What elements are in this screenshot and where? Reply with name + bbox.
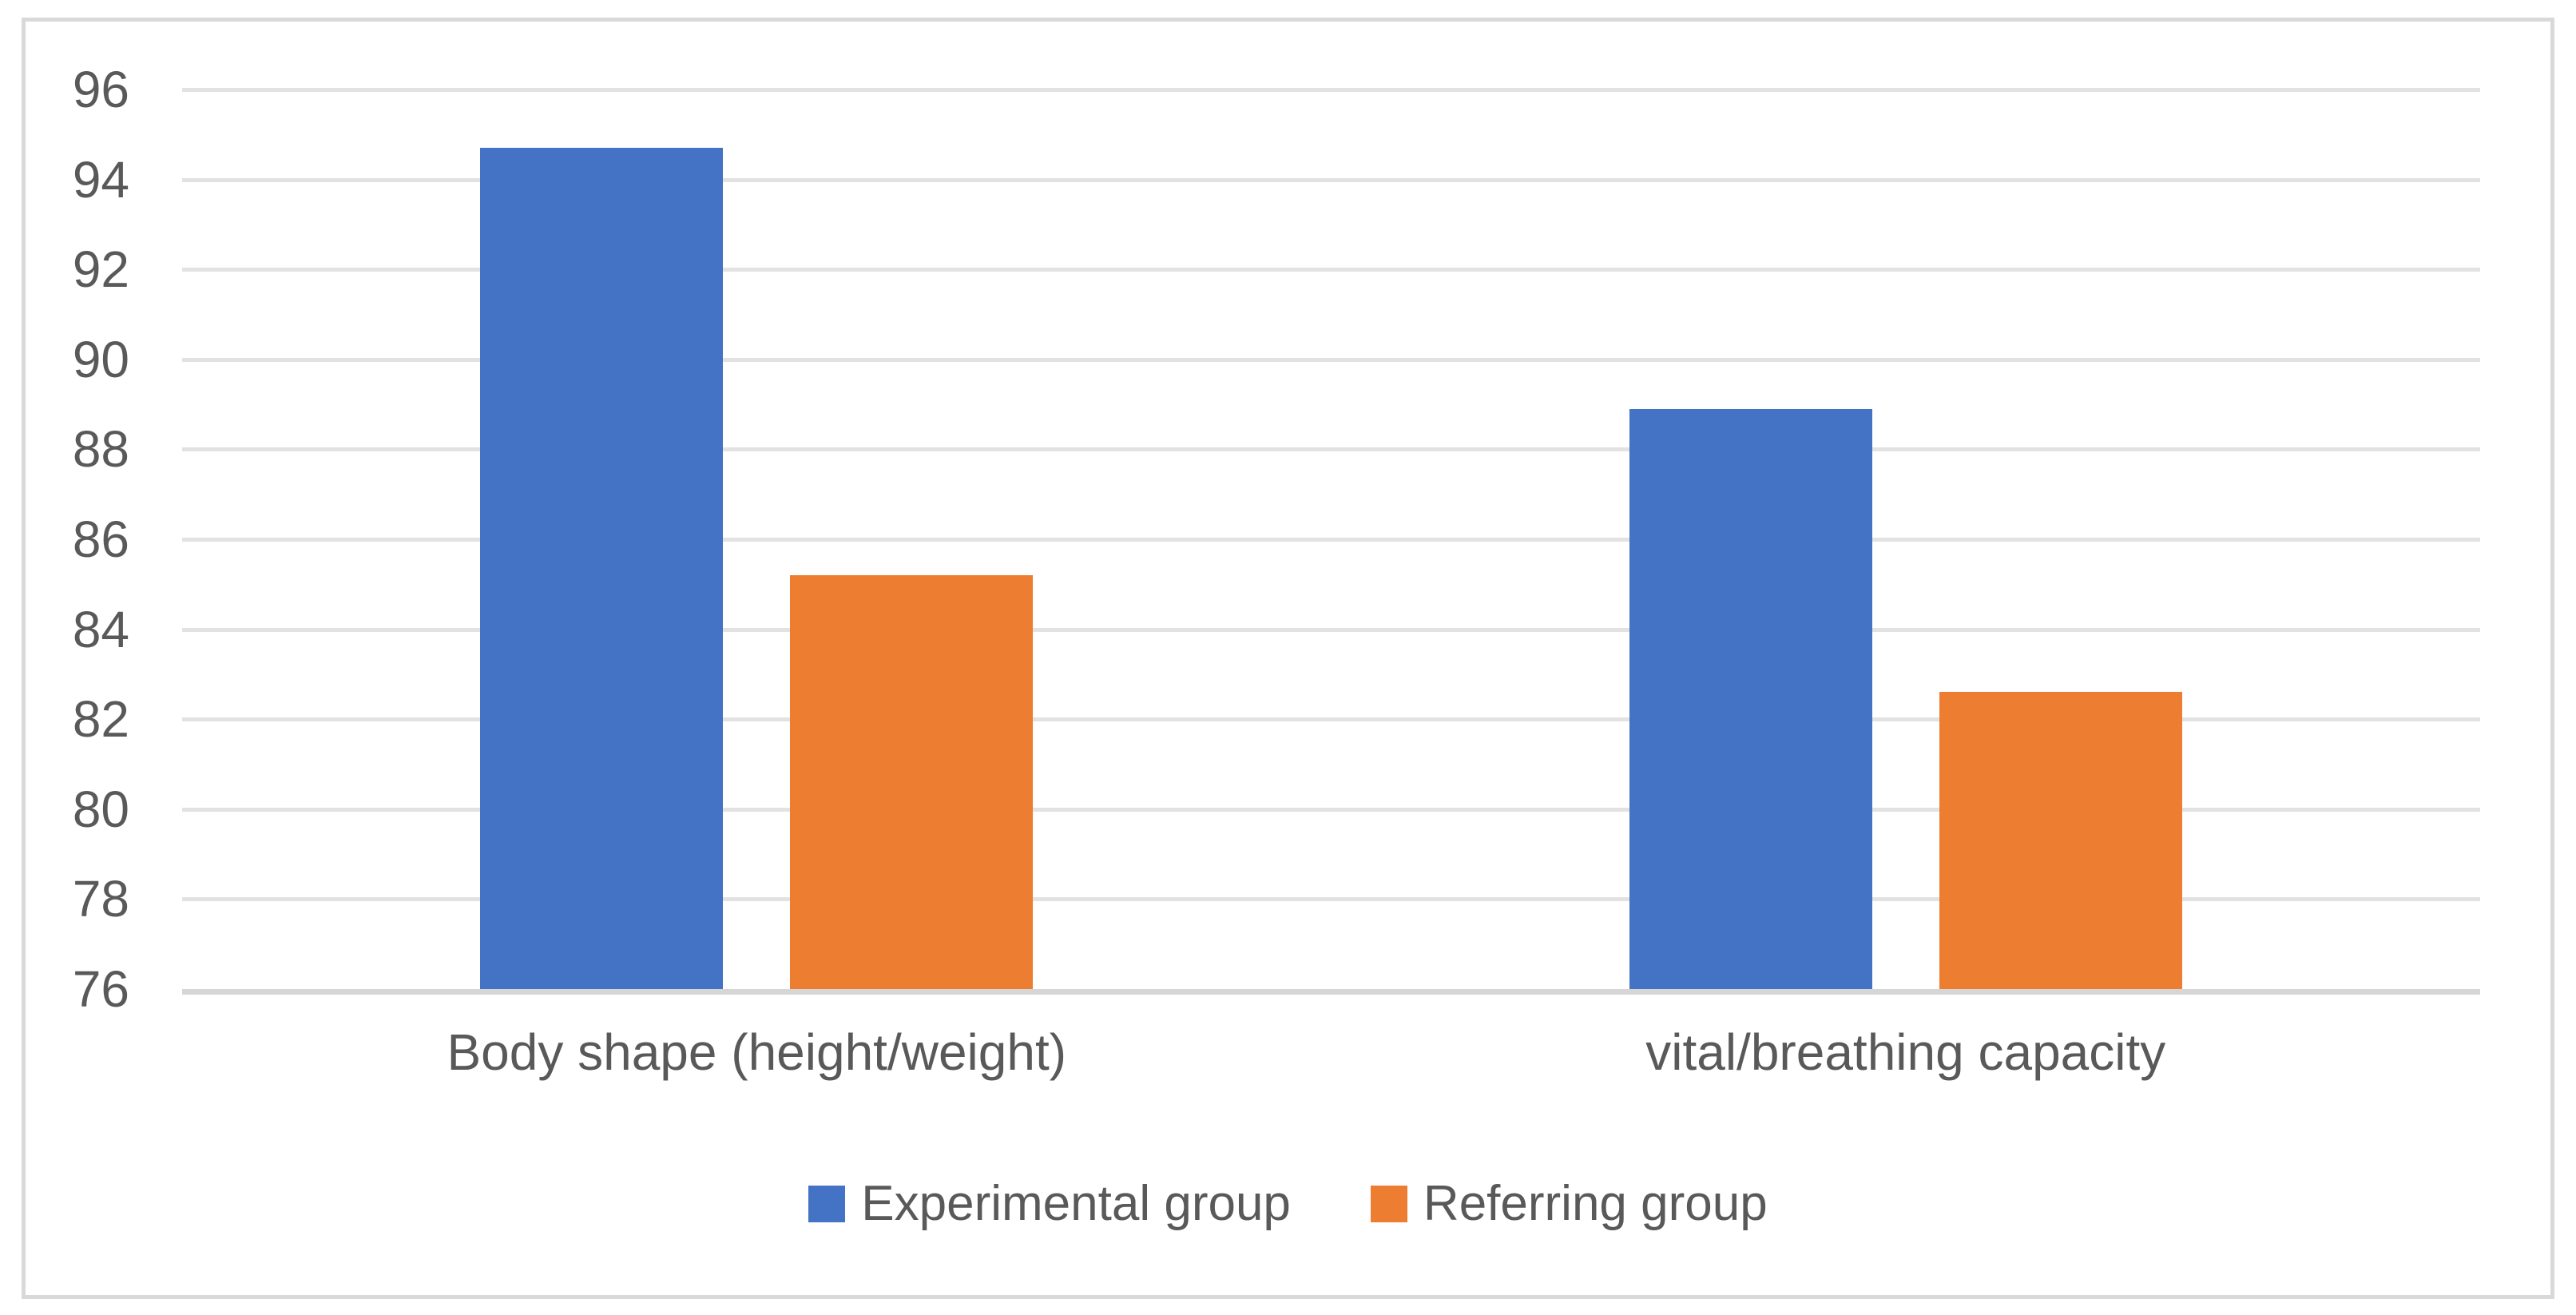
gridline-78	[182, 897, 2480, 902]
y-axis-tick-label-76: 76	[72, 960, 129, 1018]
chart-frame	[22, 18, 2554, 1299]
legend-item-referring-group: Referring group	[1370, 1172, 1768, 1236]
plot-area	[182, 88, 2480, 995]
gridline-92	[182, 268, 2480, 272]
y-axis-tick-label-82: 82	[72, 690, 129, 749]
gridline-90	[182, 357, 2480, 362]
gridline-86	[182, 538, 2480, 542]
legend: Experimental group Referring group	[0, 1168, 2576, 1240]
y-axis-tick-label-96: 96	[72, 61, 129, 118]
legend-swatch-experimental-group	[808, 1186, 846, 1222]
gridline-80	[182, 807, 2480, 812]
y-axis-tick-label-90: 90	[72, 330, 129, 388]
legend-swatch-referring-group	[1370, 1186, 1407, 1222]
y-axis-tick-label-94: 94	[72, 150, 129, 209]
y-axis-tick-label-80: 80	[72, 780, 129, 838]
y-axis-tick-label-78: 78	[72, 870, 129, 928]
y-axis-tick-label-88: 88	[72, 420, 129, 479]
bar-referring-group-category-2	[1939, 692, 2182, 989]
category-label-body-shape: Body shape (height/weight)	[447, 1023, 1067, 1081]
gridline-94	[182, 177, 2480, 182]
gridline-84	[182, 627, 2480, 632]
legend-item-experimental-group: Experimental group	[808, 1172, 1291, 1236]
legend-label-referring-group: Referring group	[1423, 1176, 1768, 1231]
y-axis-tick-label-84: 84	[72, 600, 129, 658]
x-axis-category-labels: Body shape (height/weight) vital/breathi…	[182, 1016, 2480, 1088]
bar-experimental-group-category-1	[480, 148, 724, 989]
gridline-88	[182, 447, 2480, 452]
legend-label-experimental-group: Experimental group	[861, 1176, 1291, 1231]
bar-referring-group-category-1	[790, 575, 1034, 989]
y-axis: 96 94 92 90 88 86 84 82 80 78 76	[0, 0, 129, 1315]
category-label-vital-capacity: vital/breathing capacity	[1645, 1023, 2166, 1081]
y-axis-tick-label-92: 92	[72, 240, 129, 299]
gridline-96	[182, 88, 2480, 92]
bar-experimental-group-category-2	[1629, 408, 1872, 989]
gridline-82	[182, 717, 2480, 722]
y-axis-tick-label-86: 86	[72, 511, 129, 568]
